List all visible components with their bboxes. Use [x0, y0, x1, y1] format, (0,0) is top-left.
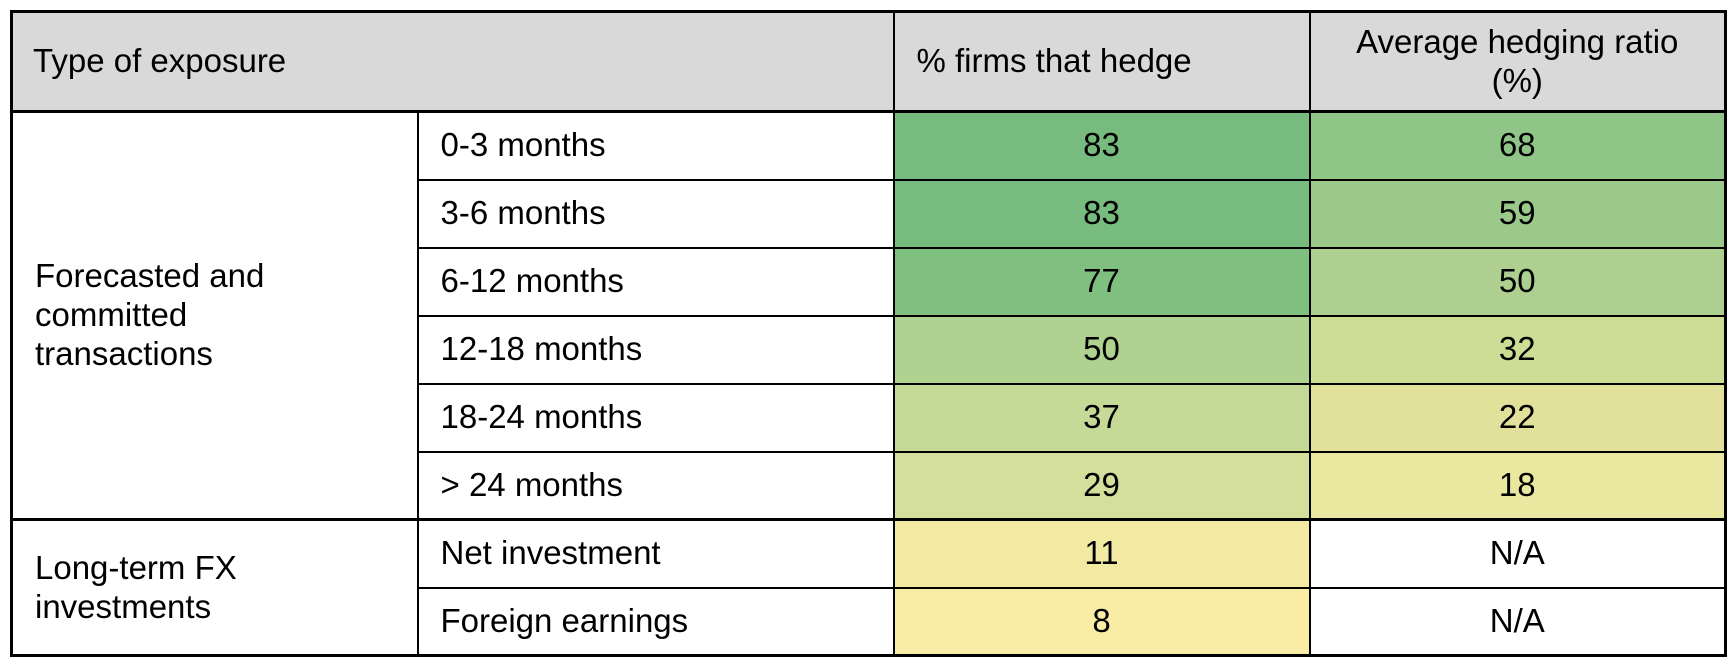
row-label: 3-6 months — [416, 178, 895, 249]
table-row: 3-6 months 83 59 — [12, 178, 1727, 249]
table-row: 6-12 months 77 50 — [12, 246, 1727, 317]
header-pct-firms-that-hedge: % firms that hedge — [892, 10, 1311, 113]
avg-ratio-value: N/A — [1308, 518, 1727, 589]
hedging-table-container: Type of exposure % firms that hedge Aver… — [10, 10, 1727, 657]
row-label: 0-3 months — [416, 110, 895, 181]
avg-ratio-value: 18 — [1308, 450, 1727, 521]
pct-firms-value: 77 — [892, 246, 1311, 317]
avg-ratio-value: 59 — [1308, 178, 1727, 249]
table-header: Type of exposure % firms that hedge Aver… — [10, 10, 1727, 113]
pct-firms-value: 83 — [892, 110, 1311, 181]
pct-firms-value: 29 — [892, 450, 1311, 521]
group-label-forecasted-committed: Forecasted and committed transactions — [10, 110, 419, 521]
header-row: Type of exposure % firms that hedge Aver… — [10, 10, 1727, 113]
header-type-of-exposure: Type of exposure — [10, 10, 895, 113]
table-row: Foreign earnings 8 N/A — [12, 586, 1727, 657]
row-label: Net investment — [416, 518, 895, 589]
row-label: 12-18 months — [416, 314, 895, 385]
row-label: Foreign earnings — [416, 586, 895, 657]
row-label: 18-24 months — [416, 382, 895, 453]
avg-ratio-value: 22 — [1308, 382, 1727, 453]
pct-firms-value: 83 — [892, 178, 1311, 249]
table-row: Long-term FX investments Net investment … — [10, 518, 1727, 657]
row-label: > 24 months — [416, 450, 895, 521]
table-row: > 24 months 29 18 — [12, 450, 1727, 521]
group-label-long-term-fx: Long-term FX investments — [10, 518, 419, 657]
pct-firms-value: 50 — [892, 314, 1311, 385]
table-body: Forecasted and committed transactions 0-… — [10, 110, 1727, 657]
table-row: Forecasted and committed transactions 0-… — [10, 110, 1727, 521]
avg-ratio-value: 68 — [1308, 110, 1727, 181]
pct-firms-value: 8 — [892, 586, 1311, 657]
avg-ratio-value: 50 — [1308, 246, 1727, 317]
header-average-hedging-ratio: Average hedging ratio (%) — [1308, 10, 1727, 113]
table-row: 18-24 months 37 22 — [12, 382, 1727, 453]
avg-ratio-value: N/A — [1308, 586, 1727, 657]
row-label: 6-12 months — [416, 246, 895, 317]
avg-ratio-value: 32 — [1308, 314, 1727, 385]
pct-firms-value: 11 — [892, 518, 1311, 589]
pct-firms-value: 37 — [892, 382, 1311, 453]
hedging-table: Type of exposure % firms that hedge Aver… — [10, 10, 1727, 657]
table-row: 12-18 months 50 32 — [12, 314, 1727, 385]
